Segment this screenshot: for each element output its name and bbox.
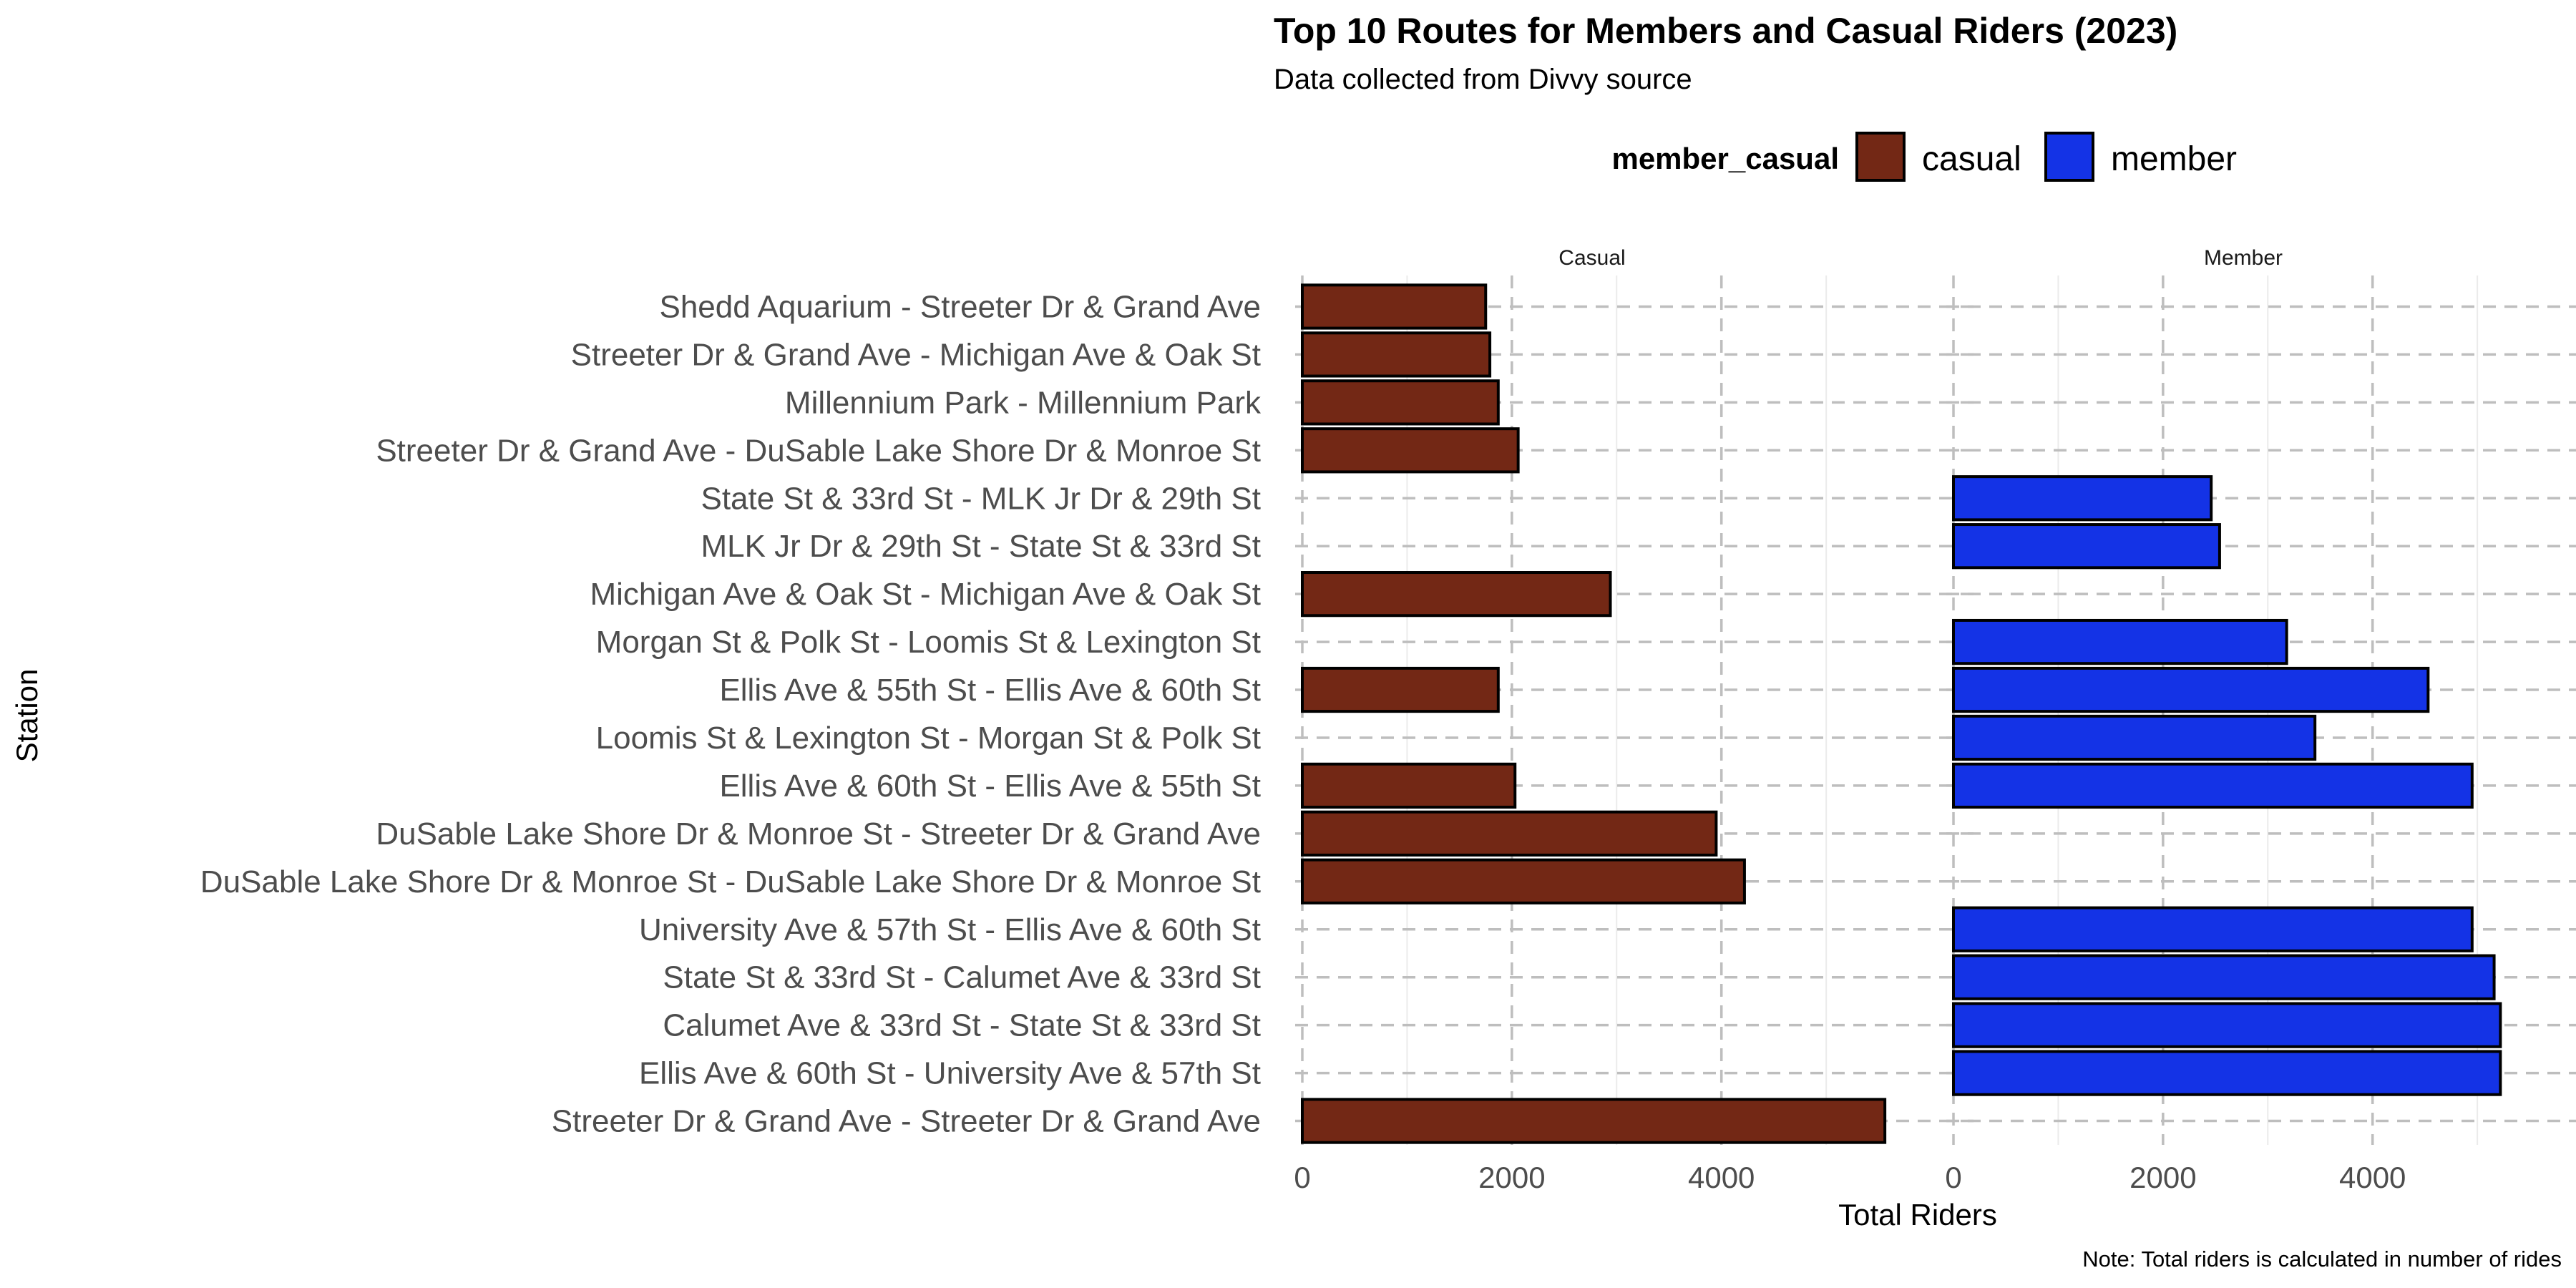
y-tick-label-1: Streeter Dr & Grand Ave - Michigan Ave &… [571, 337, 1261, 372]
y-tick-label-8: Ellis Ave & 55th St - Ellis Ave & 60th S… [719, 673, 1261, 708]
bar-casual-10 [1301, 762, 1517, 809]
legend-label-casual: casual [1922, 140, 2021, 178]
legend-key-member [2044, 132, 2094, 182]
y-tick-label-4: State St & 33rd St - MLK Jr Dr & 29th St [701, 481, 1261, 516]
bar-member-8 [1952, 666, 2430, 713]
facet-label-casual: Casual [1558, 246, 1625, 270]
bar-casual-6 [1301, 571, 1612, 618]
y-tick-label-7: Morgan St & Polk St - Loomis St & Lexing… [596, 625, 1261, 660]
y-tick-label-3: Streeter Dr & Grand Ave - DuSable Lake S… [376, 433, 1261, 468]
bar-member-4 [1952, 475, 2213, 522]
bar-member-5 [1952, 523, 2221, 570]
bar-casual-17 [1301, 1098, 1887, 1144]
chart-caption: Note: Total riders is calculated in numb… [2082, 1246, 2562, 1272]
chart-subtitle: Data collected from Divvy source [1274, 64, 1692, 95]
bar-casual-0 [1301, 283, 1488, 330]
y-tick-label-2: Millennium Park - Millennium Park [785, 385, 1262, 420]
y-axis-title: Station [10, 669, 44, 763]
y-tick-label-17: Streeter Dr & Grand Ave - Streeter Dr & … [552, 1104, 1261, 1139]
x-tick-label-casual-2000: 2000 [1478, 1161, 1545, 1194]
y-tick-label-12: DuSable Lake Shore Dr & Monroe St - DuSa… [200, 864, 1261, 899]
x-tick-label-casual-0: 0 [1294, 1161, 1310, 1194]
bar-casual-3 [1301, 427, 1520, 474]
bar-casual-11 [1301, 810, 1718, 857]
x-tick-label-casual-4000: 4000 [1688, 1161, 1755, 1194]
bar-casual-1 [1301, 331, 1492, 378]
y-tick-label-5: MLK Jr Dr & 29th St - State St & 33rd St [701, 529, 1261, 564]
bar-casual-12 [1301, 858, 1746, 904]
legend-label-member: member [2111, 140, 2237, 178]
x-axis-title: Total Riders [1838, 1198, 1997, 1231]
bar-member-15 [1952, 1002, 2502, 1048]
bar-member-9 [1952, 714, 2317, 761]
legend: member_casual casual member [1611, 132, 2237, 182]
bar-casual-8 [1301, 666, 1500, 713]
bar-casual-2 [1301, 379, 1500, 426]
y-tick-label-15: Calumet Ave & 33rd St - State St & 33rd … [663, 1008, 1261, 1043]
legend-key-casual [1855, 132, 1906, 182]
facet-label-member: Member [2204, 246, 2283, 270]
y-tick-label-14: State St & 33rd St - Calumet Ave & 33rd … [663, 960, 1261, 995]
x-tick-label-member-4000: 4000 [2339, 1161, 2406, 1194]
bar-member-14 [1952, 954, 2496, 1000]
bar-layer [1301, 283, 2502, 1144]
y-tick-label-9: Loomis St & Lexington St - Morgan St & P… [596, 721, 1261, 756]
y-tick-label-16: Ellis Ave & 60th St - University Ave & 5… [639, 1056, 1261, 1091]
x-tick-label-member-0: 0 [1945, 1161, 1961, 1194]
bar-member-13 [1952, 906, 2474, 952]
y-tick-label-11: DuSable Lake Shore Dr & Monroe St - Stre… [376, 816, 1261, 852]
y-tick-label-0: Shedd Aquarium - Streeter Dr & Grand Ave [659, 289, 1261, 324]
y-tick-label-10: Ellis Ave & 60th St - Ellis Ave & 55th S… [719, 769, 1261, 804]
legend-title: member_casual [1611, 142, 1839, 175]
bar-member-7 [1952, 618, 2288, 665]
bar-member-10 [1952, 762, 2474, 809]
chart-title: Top 10 Routes for Members and Casual Rid… [1274, 11, 2177, 51]
x-tick-label-member-2000: 2000 [2129, 1161, 2196, 1194]
y-tick-label-6: Michigan Ave & Oak St - Michigan Ave & O… [590, 577, 1262, 612]
bar-member-16 [1952, 1050, 2502, 1096]
label-layer: 0 2000 4000 0 2000 4000 Shedd Aquarium - Stree… [200, 289, 2406, 1194]
y-tick-label-13: University Ave & 57th St - Ellis Ave & 6… [639, 912, 1261, 947]
